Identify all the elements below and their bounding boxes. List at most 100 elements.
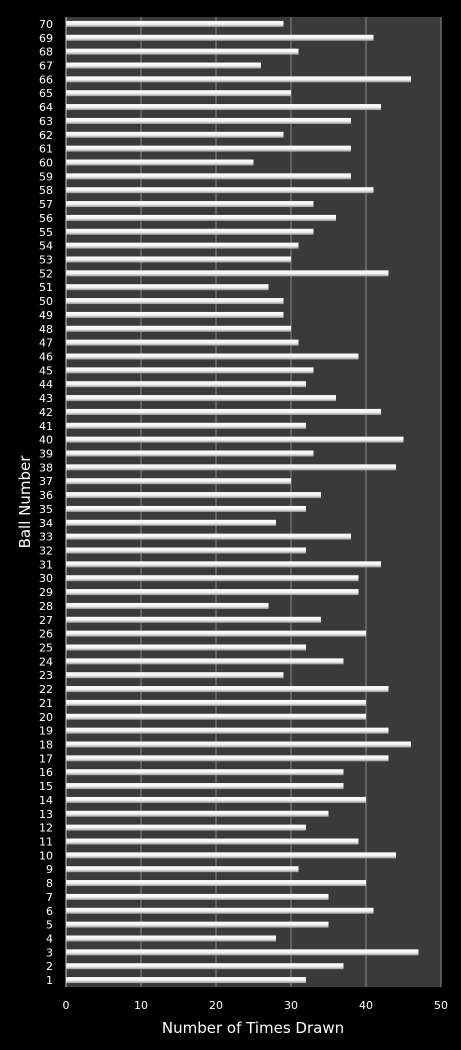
y-tick-label: 45 [39,364,53,377]
bar [66,824,306,831]
bar [66,935,276,942]
y-tick-label: 33 [39,531,53,544]
y-tick-label: 50 [39,295,53,308]
bar [66,880,366,887]
x-tick-label: 0 [63,999,70,1012]
y-tick-label: 46 [39,351,53,364]
y-tick-label: 10 [39,849,53,862]
x-tick-label: 50 [434,999,448,1012]
bar [66,963,344,970]
bar [66,810,329,817]
y-tick-label: 64 [39,101,53,114]
y-tick-label: 42 [39,406,53,419]
y-tick-label: 23 [39,669,53,682]
bar [66,907,374,914]
bar [66,713,366,720]
y-tick-label: 70 [39,18,53,31]
y-tick-label: 28 [39,600,53,613]
bar [66,616,321,623]
bar [66,783,344,790]
bar [66,325,291,332]
y-tick-label: 60 [39,157,53,170]
bar [66,173,351,180]
y-tick-label: 13 [39,808,53,821]
bar [66,921,329,928]
y-tick-label: 22 [39,683,53,696]
bar [66,20,284,27]
y-tick-label: 41 [39,420,53,433]
bar [66,381,306,388]
y-tick-label: 57 [39,198,53,211]
bar [66,298,284,305]
bar [66,284,269,291]
bar [66,533,351,540]
y-tick-label: 18 [39,739,53,752]
y-tick-label: 7 [46,891,53,904]
y-tick-label: 37 [39,475,53,488]
y-tick-label: 3 [46,946,53,959]
bar [66,76,411,83]
bar [66,145,351,152]
y-tick-label: 2 [46,960,53,973]
bar [66,893,329,900]
bar [66,838,359,845]
bar [66,367,314,374]
y-tick-label: 19 [39,725,53,738]
bar [66,464,396,471]
y-tick-label: 55 [39,226,53,239]
bar [66,242,299,249]
bar [66,699,366,706]
y-tick-label: 43 [39,392,53,405]
bar [66,755,389,762]
y-tick-label: 48 [39,323,53,336]
x-tick-labels: 0 10 20 30 40 50 [63,999,449,1012]
x-tick-label: 20 [209,999,223,1012]
x-axis-title: Number of Times Drawn [162,1019,344,1037]
bar [66,741,411,748]
bar [66,159,254,166]
y-tick-label: 31 [39,558,53,571]
x-tick-label: 40 [359,999,373,1012]
bar [66,34,374,41]
y-tick-label: 58 [39,184,53,197]
bar [66,547,306,554]
y-tick-label: 39 [39,448,53,461]
bar [66,519,276,526]
bar [66,90,291,97]
y-tick-label: 25 [39,642,53,655]
y-tick-label: 51 [39,281,53,294]
y-tick-label: 63 [39,115,53,128]
y-tick-label: 66 [39,73,53,86]
y-tick-label: 54 [39,240,53,253]
y-tick-label: 15 [39,780,53,793]
y-tick-label: 14 [39,794,53,807]
bar [66,353,359,360]
y-tick-label: 1 [46,974,53,987]
bar [66,131,284,138]
y-tick-label: 52 [39,267,53,280]
bar [66,187,374,194]
y-tick-label: 12 [39,822,53,835]
bar [66,949,419,956]
bar [66,256,291,263]
y-tick-label: 65 [39,87,53,100]
y-tick-label: 49 [39,309,53,322]
y-tick-label: 11 [39,836,53,849]
bar [66,852,396,859]
y-tick-label: 47 [39,337,53,350]
bar [66,395,336,402]
y-tick-label: 21 [39,697,53,710]
bar [66,201,314,208]
bar [66,48,299,55]
y-tick-label: 27 [39,614,53,627]
y-tick-label: 4 [46,933,53,946]
y-tick-label: 29 [39,586,53,599]
y-tick-label: 59 [39,170,53,183]
x-tick-label: 10 [134,999,148,1012]
bar [66,450,314,457]
bar [66,214,336,221]
y-tick-label: 24 [39,655,53,668]
bar [66,62,261,69]
bar [66,686,389,693]
